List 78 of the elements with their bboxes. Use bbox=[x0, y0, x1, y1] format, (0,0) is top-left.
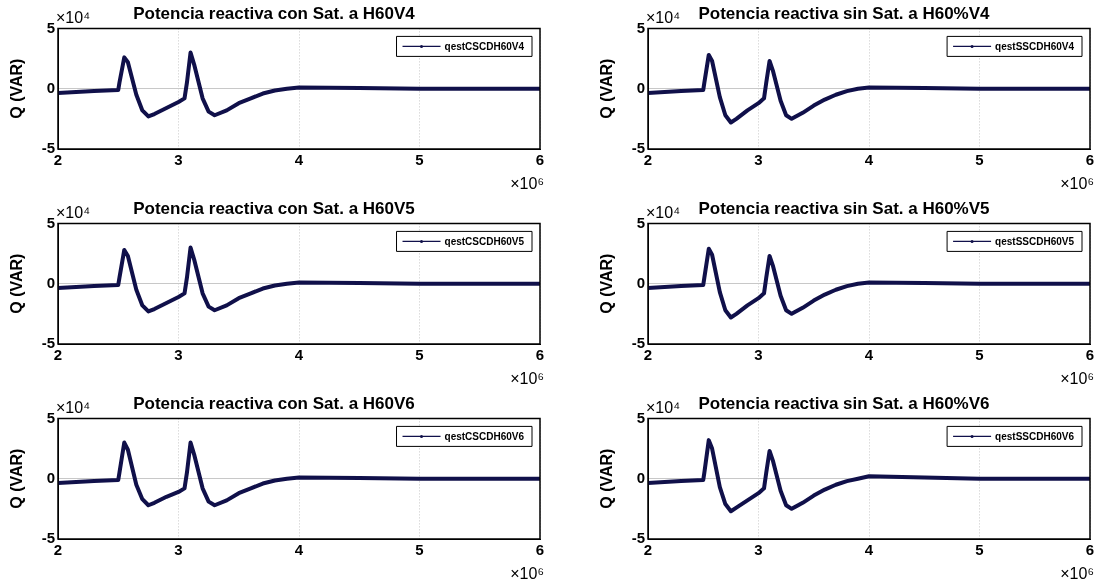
x-tick-label: 4 bbox=[294, 346, 304, 364]
x-tick-label: 6 bbox=[535, 151, 545, 169]
y-tick-label: 5 bbox=[46, 408, 55, 426]
chart-title: Potencia reactiva sin Sat. a H60%V5 bbox=[698, 198, 990, 218]
y-tick-label: 5 bbox=[636, 213, 645, 231]
legend-label: qestSSCDH60V4 bbox=[995, 40, 1075, 52]
y-tick-label: 0 bbox=[636, 273, 645, 291]
y-axis-title: Q (VAR) bbox=[8, 448, 26, 509]
y-tick-label: -5 bbox=[41, 529, 55, 547]
y-tick-label: 5 bbox=[636, 408, 645, 426]
y-axis-title: Q (VAR) bbox=[598, 448, 616, 509]
text: ×10⁴ bbox=[646, 398, 681, 416]
text: ×10⁶ bbox=[1060, 565, 1094, 583]
text: ×10⁶ bbox=[510, 370, 544, 388]
y-axis-title: Q (VAR) bbox=[598, 253, 616, 314]
x-tick-label: 3 bbox=[754, 541, 763, 559]
y-tick-label: 0 bbox=[636, 468, 645, 486]
x-tick-label: 3 bbox=[174, 346, 183, 364]
text: ×10⁴ bbox=[646, 8, 681, 26]
text: ×10⁶ bbox=[1060, 370, 1094, 388]
x-tick-label: 2 bbox=[643, 541, 653, 559]
x-tick-label: 5 bbox=[415, 346, 424, 364]
text: ×10⁴ bbox=[56, 203, 91, 221]
chart-title: Potencia reactiva con Sat. a H60V4 bbox=[133, 3, 416, 23]
y-axis-title: Q (VAR) bbox=[8, 58, 26, 119]
chart-title: Potencia reactiva sin Sat. a H60%V4 bbox=[698, 3, 991, 23]
y-tick-label: 0 bbox=[46, 468, 55, 486]
x-tick-label: 2 bbox=[53, 151, 63, 169]
x-tick-label: 6 bbox=[1085, 151, 1095, 169]
x-tick-label: 5 bbox=[975, 151, 984, 169]
y-tick-label: -5 bbox=[41, 334, 55, 352]
legend-label: qestCSCDH60V4 bbox=[444, 40, 525, 52]
text: ×10⁴ bbox=[56, 398, 91, 416]
x-tick-label: 3 bbox=[754, 151, 763, 169]
legend-label: qestSSCDH60V6 bbox=[995, 430, 1075, 442]
x-tick-label: 4 bbox=[294, 541, 304, 559]
x-tick-label: 6 bbox=[1085, 346, 1095, 364]
y-tick-label: -5 bbox=[631, 139, 645, 157]
text: ×10⁴ bbox=[56, 8, 91, 26]
x-tick-label: 2 bbox=[53, 346, 63, 364]
x-tick-label: 5 bbox=[975, 346, 984, 364]
y-tick-label: -5 bbox=[41, 139, 55, 157]
x-tick-label: 3 bbox=[174, 151, 183, 169]
x-tick-label: 2 bbox=[53, 541, 63, 559]
x-tick-label: 5 bbox=[415, 151, 424, 169]
chart-title: Potencia reactiva sin Sat. a H60%V6 bbox=[698, 393, 990, 413]
y-tick-label: -5 bbox=[631, 529, 645, 547]
legend-label: qestCSCDH60V6 bbox=[444, 430, 525, 442]
x-tick-label: 3 bbox=[754, 346, 763, 364]
x-tick-label: 6 bbox=[535, 541, 545, 559]
x-tick-label: 6 bbox=[535, 346, 545, 364]
x-tick-label: 6 bbox=[1085, 541, 1095, 559]
x-tick-label: 4 bbox=[864, 151, 874, 169]
y-tick-label: -5 bbox=[631, 334, 645, 352]
x-tick-label: 3 bbox=[174, 541, 183, 559]
text: ×10⁶ bbox=[1060, 175, 1094, 193]
y-axis-title: Q (VAR) bbox=[8, 253, 26, 314]
y-tick-label: 0 bbox=[46, 78, 55, 96]
y-tick-label: 0 bbox=[636, 78, 645, 96]
x-tick-label: 2 bbox=[643, 151, 653, 169]
x-tick-label: 4 bbox=[864, 346, 874, 364]
text: ×10⁴ bbox=[646, 203, 681, 221]
y-tick-label: 5 bbox=[636, 18, 645, 36]
x-tick-label: 2 bbox=[643, 346, 653, 364]
x-tick-label: 5 bbox=[415, 541, 424, 559]
legend-label: qestCSCDH60V5 bbox=[444, 235, 525, 247]
chart-title: Potencia reactiva con Sat. a H60V5 bbox=[133, 198, 415, 218]
chart-title: Potencia reactiva con Sat. a H60V6 bbox=[133, 393, 415, 413]
text: ×10⁶ bbox=[510, 565, 544, 583]
y-axis-title: Q (VAR) bbox=[598, 58, 616, 119]
y-tick-label: 5 bbox=[46, 18, 55, 36]
x-tick-label: 5 bbox=[975, 541, 984, 559]
x-tick-label: 4 bbox=[864, 541, 874, 559]
x-tick-label: 4 bbox=[294, 151, 304, 169]
y-tick-label: 0 bbox=[46, 273, 55, 291]
y-tick-label: 5 bbox=[46, 213, 55, 231]
text: ×10⁶ bbox=[510, 175, 544, 193]
legend-label: qestSSCDH60V5 bbox=[995, 235, 1075, 247]
